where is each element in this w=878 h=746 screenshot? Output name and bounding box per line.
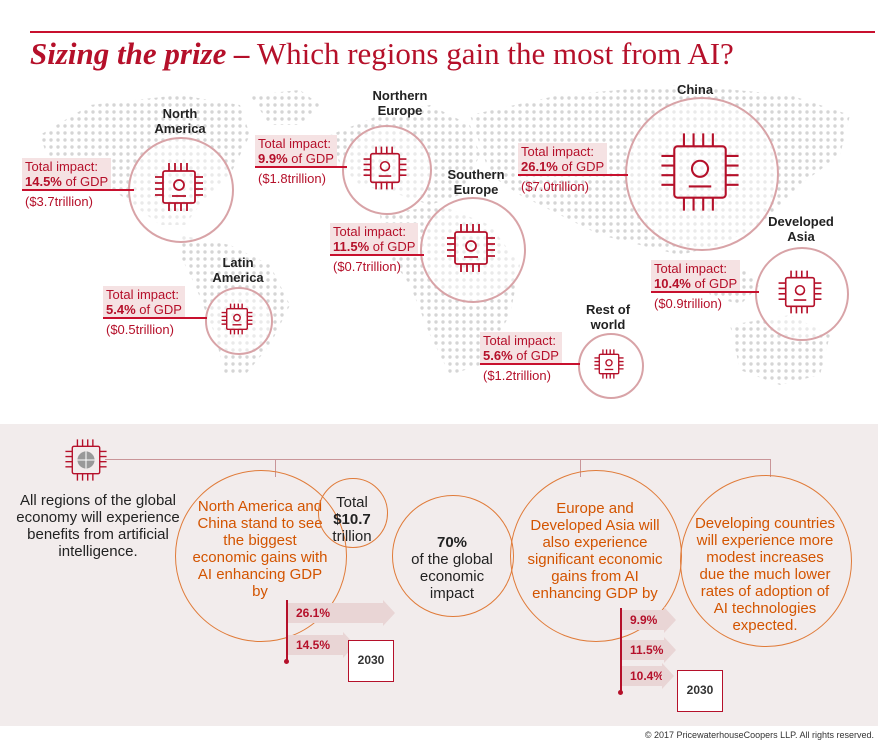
ai-chip-icon [363,146,407,190]
gain-arrow-developed-asia: 10.4% [622,663,674,689]
impact-southern-europe: Total impact: 11.5% of GDP ($0.7trillion) [330,223,424,274]
header-rule [30,31,875,33]
page-title: Sizing the prize – Which regions gain th… [30,36,734,71]
globe-chip-icon [65,439,107,481]
timeline-drop [580,459,581,477]
summary-na-china: North America and China stand to see the… [192,498,328,600]
impact-northern-europe: Total impact: 9.9% of GDP ($1.8trillion) [255,135,347,186]
marker-dot [618,690,623,695]
region-name-north-america: North America [154,106,206,136]
impact-rest-of-world: Total impact: 5.6% of GDP ($1.2trillion) [480,332,580,383]
ai-chip-icon [594,349,624,379]
timeline-drop [770,459,771,477]
timeline-drop [275,459,276,477]
summary-share: 70% of the global economic impact [411,534,493,602]
ai-chip-icon [155,163,203,211]
ai-chip-icon [778,270,822,314]
impact-china: Total impact: 26.1% of GDP ($7.0trillion) [518,143,628,194]
gain-arrow-northern-europe: 9.9% [622,607,676,633]
circle-rest-of-world [578,333,644,399]
region-name-rest-of-world: Rest of world [585,302,631,332]
circle-china [625,97,779,251]
region-name-developed-asia: Developed Asia [768,214,834,244]
gain-arrow-southern-europe: 11.5% [622,637,676,663]
marker-line [620,608,622,692]
summary-europe-asia: Europe and Developed Asia will also expe… [527,500,663,602]
region-name-southern-europe: Southern Europe [447,167,505,197]
impact-developed-asia: Total impact: 10.4% of GDP ($0.9trillion) [651,260,759,311]
gain-arrow-north-america: 14.5% [288,632,355,658]
impact-north-america: Total impact: 14.5% of GDP ($3.7trillion) [22,158,134,209]
summary-all-regions: All regions of the global economy will e… [16,492,180,560]
arc-total [318,478,388,548]
copyright-footer: © 2017 PricewaterhouseCoopers LLP. All r… [644,730,874,740]
summary-total: Total $10.7 trillion [332,494,372,545]
marker-dot [284,659,289,664]
calendar-2030-icon: 2030 [677,670,723,712]
circle-southern-europe [420,197,526,303]
region-name-china: China [676,82,714,97]
impact-latin-america: Total impact: 5.4% of GDP ($0.5trillion) [103,286,207,337]
arc-developing [680,475,852,647]
region-name-latin-america: Latin America [212,255,264,285]
region-name-northern-europe: Northern Europe [372,88,428,118]
calendar-2030-icon: 2030 [348,640,394,682]
gain-arrow-china: 26.1% [288,600,395,626]
marker-line [286,600,288,660]
arc-na-china [175,470,347,642]
ai-chip-icon [221,303,253,335]
ai-chip-icon [661,133,739,211]
timeline-line [105,459,770,460]
summary-developing: Developing countries will experience mor… [694,515,836,634]
ai-chip-icon [447,224,495,272]
